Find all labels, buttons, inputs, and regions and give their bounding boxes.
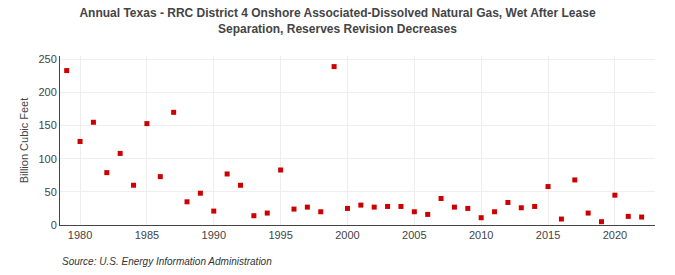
svg-text:1980: 1980: [68, 229, 92, 241]
svg-text:Source: U.S. Energy Informatio: Source: U.S. Energy Information Administ…: [62, 256, 272, 267]
svg-text:Billion Cubic Feet: Billion Cubic Feet: [18, 98, 30, 184]
svg-text:200: 200: [38, 86, 56, 98]
svg-text:1985: 1985: [135, 229, 159, 241]
svg-text:100: 100: [38, 153, 56, 165]
svg-text:2005: 2005: [402, 229, 426, 241]
svg-text:1990: 1990: [202, 229, 226, 241]
svg-text:Annual Texas - RRC District 4: Annual Texas - RRC District 4 Onshore As…: [79, 6, 595, 36]
svg-text:150: 150: [38, 119, 56, 131]
svg-text:2000: 2000: [335, 229, 359, 241]
svg-text:250: 250: [38, 53, 56, 65]
svg-text:2020: 2020: [603, 229, 627, 241]
svg-text:50: 50: [45, 186, 57, 198]
svg-text:2015: 2015: [536, 229, 560, 241]
svg-text:2010: 2010: [469, 229, 493, 241]
svg-text:0: 0: [51, 219, 57, 231]
svg-text:1995: 1995: [268, 229, 292, 241]
